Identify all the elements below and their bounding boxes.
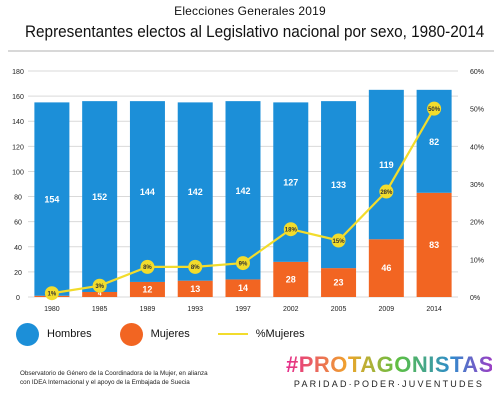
bar-label-mujeres: 46	[381, 263, 391, 273]
y-right-tick-label: 10%	[470, 257, 484, 264]
bar-label-hombres: 133	[331, 180, 346, 190]
line-marker-pct-mujeres	[188, 259, 203, 274]
line-marker-pct-mujeres	[44, 286, 59, 301]
bar-hombres	[368, 89, 404, 240]
bar-label-mujeres: 4	[98, 291, 102, 298]
line-marker-pct-mujeres	[283, 222, 298, 237]
y-right-tick-label: 50%	[470, 107, 484, 114]
x-tick-label: 1997	[235, 306, 251, 313]
bar-label-hombres: 142	[235, 186, 250, 196]
x-tick-label: 2002	[283, 306, 299, 313]
line-label-pct-mujeres: 1%	[48, 292, 57, 298]
y-left-tick-label: 100	[12, 169, 24, 176]
legend-item-pct-mujeres: %Mujeres	[217, 328, 305, 340]
line-label-pct-mujeres: 3%	[95, 284, 104, 290]
brand-logo: #PROTAGONISTAS PARIDAD·PODER·JUVENTUDES	[286, 352, 494, 389]
line-label-pct-mujeres: 8%	[143, 265, 152, 271]
bar-label-hombres: 152	[92, 192, 107, 202]
y-right-tick-label: 0%	[470, 295, 480, 302]
x-tick-label: 2009	[379, 306, 395, 313]
source-note: Observatorio de Género de la Coordinador…	[20, 369, 270, 387]
line-marker-pct-mujeres	[379, 184, 394, 199]
legend-item-mujeres: Mujeres	[119, 322, 190, 346]
y-left-tick-label: 160	[12, 94, 24, 101]
x-tick-label: 1985	[92, 306, 108, 313]
y-right-tick-label: 20%	[470, 220, 484, 227]
bar-hombres	[82, 101, 118, 292]
bar-mujeres	[321, 268, 357, 297]
y-left-tick-label: 120	[12, 144, 24, 151]
x-tick-label: 1993	[187, 306, 203, 313]
bar-label-mujeres: 28	[286, 274, 296, 284]
bar-hombres	[129, 101, 165, 282]
y-left-tick-label: 60	[14, 220, 22, 227]
y-left-tick-label: 20	[14, 270, 22, 277]
line-label-pct-mujeres: 15%	[333, 239, 346, 245]
source-note-line-1: Observatorio de Género de la Coordinador…	[20, 370, 208, 377]
line-marker-pct-mujeres	[331, 233, 346, 248]
brand-name: #PROTAGONISTAS	[286, 352, 494, 377]
line-marker-pct-mujeres	[427, 101, 442, 116]
line-marker-pct-mujeres	[140, 259, 155, 274]
line-label-pct-mujeres: 8%	[191, 265, 200, 271]
bar-label-mujeres: 14	[238, 283, 248, 293]
x-tick-label: 2005	[331, 306, 347, 313]
bar-mujeres	[416, 192, 452, 297]
y-right-tick-label: 60%	[470, 69, 484, 76]
legend: Hombres Mujeres %Mujeres	[16, 322, 333, 346]
legend-swatch-hombres	[16, 322, 39, 346]
legend-label-hombres: Hombres	[47, 328, 92, 340]
bar-hombres	[34, 102, 70, 296]
y-left-tick-label: 40	[14, 245, 22, 252]
legend-item-hombres: Hombres	[16, 322, 92, 346]
line-label-pct-mujeres: 18%	[285, 228, 298, 234]
bar-mujeres	[225, 279, 261, 297]
bar-label-mujeres: 12	[142, 284, 152, 294]
bar-mujeres	[368, 239, 404, 297]
bar-label-hombres: 127	[283, 178, 298, 188]
bar-hombres	[225, 101, 261, 280]
x-tick-label: 1989	[140, 306, 156, 313]
bar-mujeres	[82, 291, 118, 297]
title-block: Elecciones Generales 2019 Representantes…	[0, 4, 500, 42]
y-left-tick-label: 80	[14, 195, 22, 202]
bar-label-hombres: 119	[379, 160, 394, 170]
bar-mujeres	[177, 280, 213, 297]
bar-label-hombres: 154	[44, 195, 59, 205]
line-label-pct-mujeres: 50%	[428, 107, 441, 113]
legend-label-mujeres: Mujeres	[150, 328, 190, 340]
bar-label-hombres: 142	[188, 187, 203, 197]
bar-label-mujeres: 13	[190, 284, 200, 294]
y-left-tick-label: 140	[12, 119, 24, 126]
bar-hombres	[177, 102, 213, 281]
y-right-tick-label: 30%	[470, 182, 484, 189]
legend-line-pct-mujeres	[217, 333, 248, 335]
y-right-tick-label: 40%	[470, 144, 484, 151]
chart-title: Representantes electos al Legislativo na…	[25, 22, 485, 41]
line-label-pct-mujeres: 9%	[239, 261, 248, 267]
bar-label-hombres: 82	[429, 137, 439, 147]
bar-mujeres	[273, 261, 309, 297]
legend-label-pct-mujeres: %Mujeres	[255, 328, 305, 340]
chart-supertitle: Elecciones Generales 2019	[174, 4, 326, 18]
x-tick-label: 2014	[426, 306, 442, 313]
line-marker-pct-mujeres	[236, 256, 250, 271]
line-label-pct-mujeres: 28%	[380, 190, 393, 196]
source-note-line-2: con IDEA Internacional y el apoyo de la …	[20, 379, 190, 386]
y-left-tick-label: 180	[12, 69, 24, 76]
chart-area: 0 20 40 60 80 100 120 140 160 180 0% 10% 20% 30% 40% 50…	[12, 69, 484, 313]
bar-label-mujeres: 83	[429, 240, 439, 250]
bar-label-hombres: 144	[140, 187, 155, 197]
x-tick-label: 1980	[44, 306, 60, 313]
title-divider	[8, 50, 494, 52]
brand-tagline: PARIDAD·PODER·JUVENTUDES	[293, 379, 485, 389]
line-marker-pct-mujeres	[92, 278, 107, 293]
y-left-tick-label: 0	[16, 295, 20, 302]
bar-mujeres	[129, 281, 165, 297]
bar-label-mujeres: 23	[334, 278, 344, 288]
legend-swatch-mujeres	[119, 322, 143, 346]
